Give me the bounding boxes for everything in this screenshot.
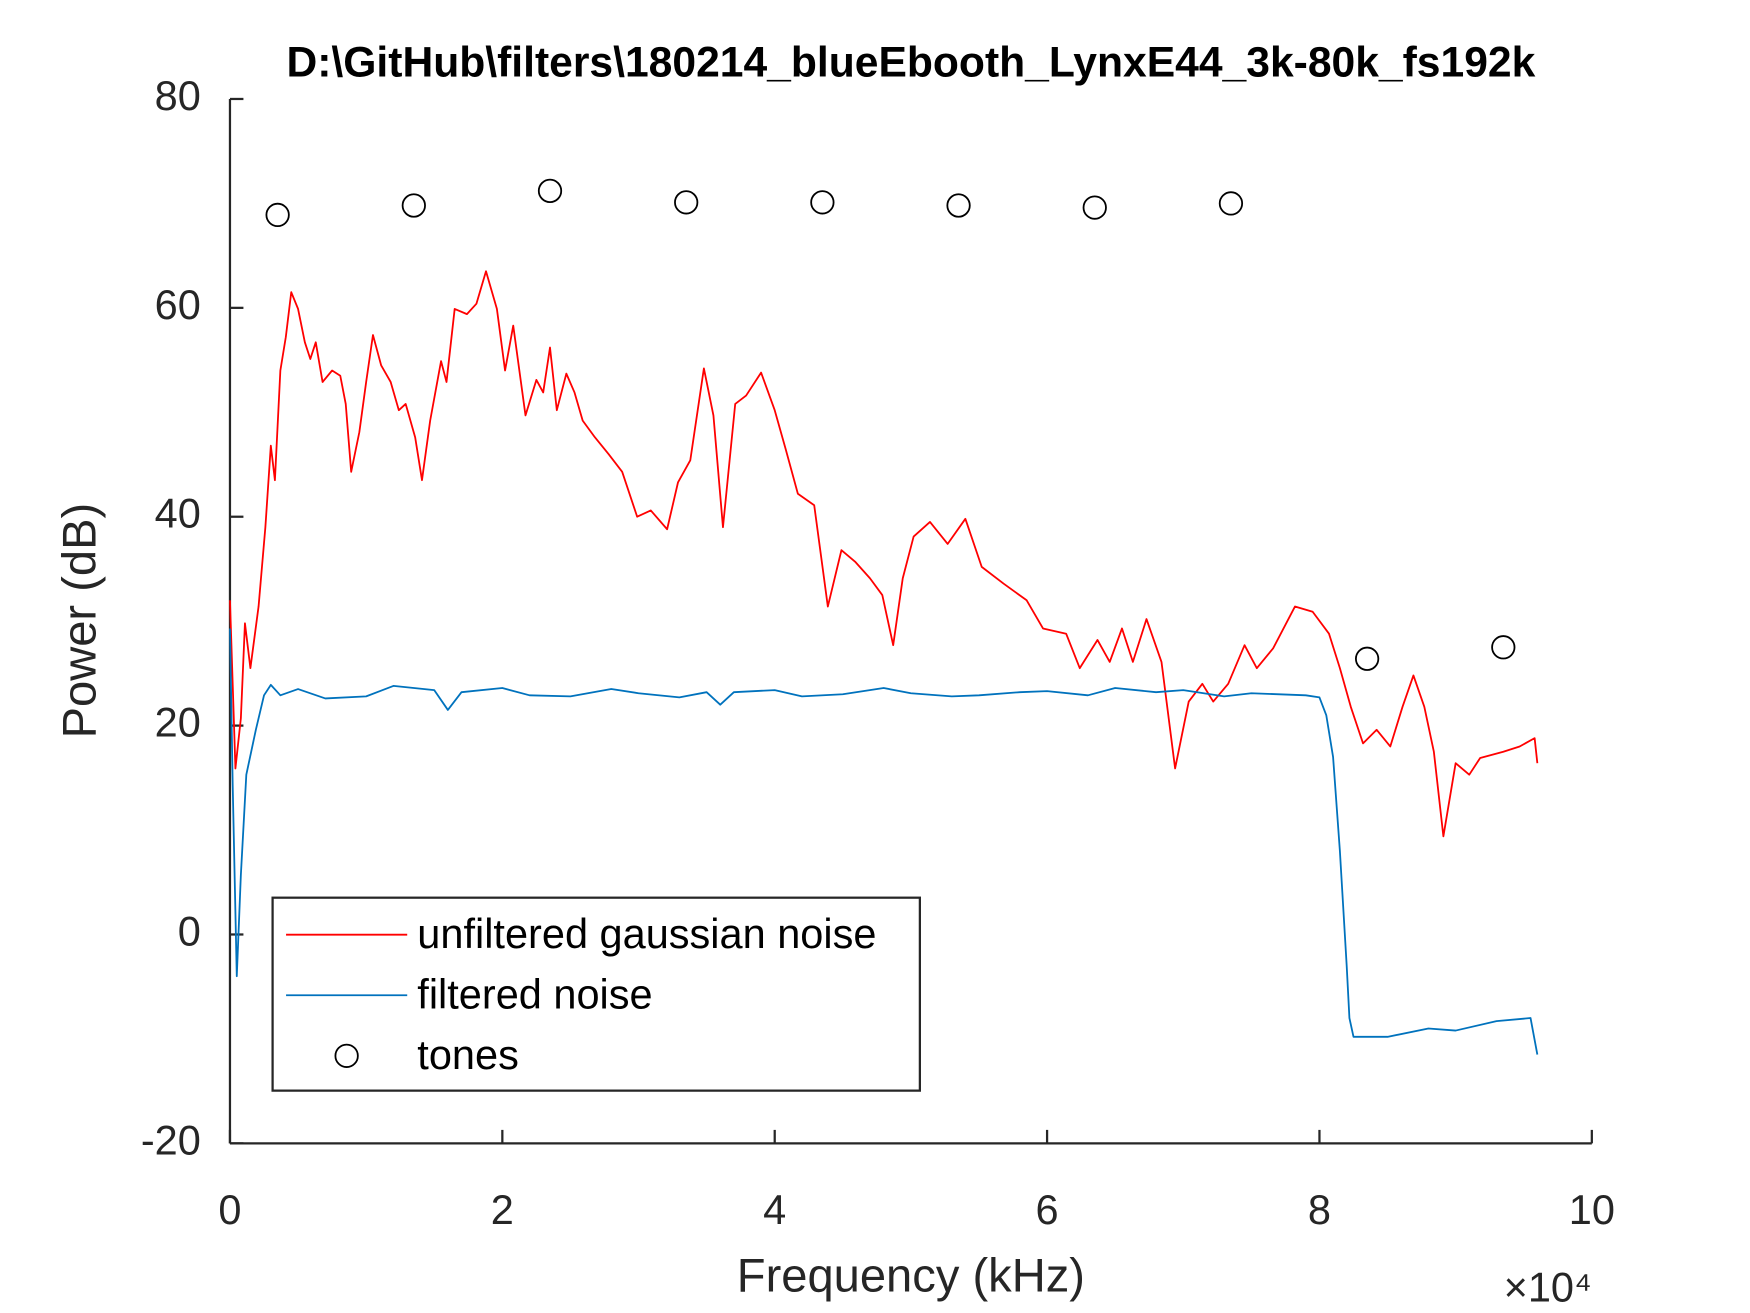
y-tick-label: 60 xyxy=(155,281,201,328)
y-axis-label: Power (dB) xyxy=(52,503,105,739)
tone-marker xyxy=(1355,646,1380,671)
tone-marker xyxy=(265,202,290,228)
legend-label: tones xyxy=(417,1031,519,1078)
y-tick-label: -20 xyxy=(141,1116,201,1163)
tone-marker xyxy=(674,190,699,215)
tone-marker xyxy=(1218,191,1244,216)
legend-box xyxy=(271,896,921,1092)
tone-marker xyxy=(810,190,835,215)
x-tick-label: 0 xyxy=(218,1186,241,1233)
x-axis-label: Frequency (kHz) xyxy=(737,1249,1085,1302)
y-tick-label: 80 xyxy=(155,72,201,119)
legend: unfiltered gaussian noise filtered noise t… xyxy=(271,896,921,1092)
legend-label: unfiltered gaussian noise xyxy=(417,910,876,957)
legend-swatch xyxy=(334,1043,359,1068)
y-tick-label: 20 xyxy=(155,699,201,746)
data-line xyxy=(229,628,1539,1055)
x-exponent-label: ×10⁴ xyxy=(1504,1263,1592,1310)
y-tick-label: 40 xyxy=(155,490,201,537)
tone-marker xyxy=(537,178,563,203)
legend-label: filtered noise xyxy=(417,970,652,1017)
x-tick-label: 8 xyxy=(1308,1186,1331,1233)
tone-marker xyxy=(946,193,971,218)
y-tick-label: 0 xyxy=(178,907,201,954)
tone-marker xyxy=(401,193,426,218)
tone-marker xyxy=(1082,195,1107,220)
data-line xyxy=(229,270,1539,838)
x-tick-label: 6 xyxy=(1036,1186,1059,1233)
x-tick-label: 10 xyxy=(1569,1186,1615,1233)
x-tick-label: 2 xyxy=(491,1186,514,1233)
x-tick-label: 4 xyxy=(763,1186,786,1233)
tone-marker xyxy=(1491,635,1516,660)
chart-title: D:\GitHub\filters\180214_blueEbooth_Lynx… xyxy=(286,39,1535,87)
